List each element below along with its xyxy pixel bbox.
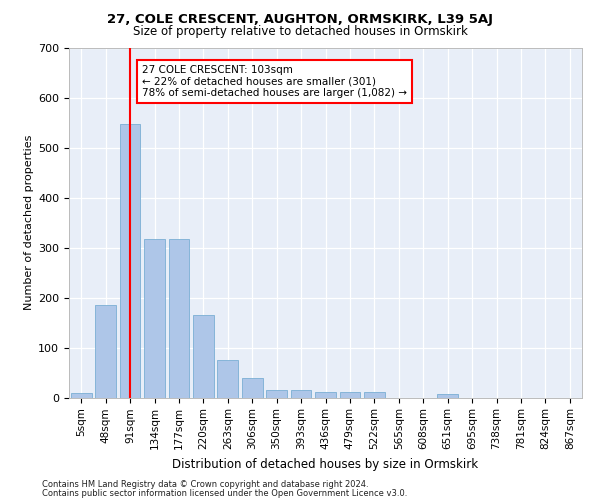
- Text: 27, COLE CRESCENT, AUGHTON, ORMSKIRK, L39 5AJ: 27, COLE CRESCENT, AUGHTON, ORMSKIRK, L3…: [107, 12, 493, 26]
- Bar: [119, 124, 140, 398]
- Bar: [144, 239, 165, 398]
- Bar: [95, 305, 116, 398]
- Text: Size of property relative to detached houses in Ormskirk: Size of property relative to detached ho…: [133, 25, 467, 38]
- Text: Contains HM Land Registry data © Crown copyright and database right 2024.: Contains HM Land Registry data © Crown c…: [42, 480, 368, 489]
- Bar: [266, 390, 287, 398]
- Bar: [71, 392, 92, 398]
- Bar: [340, 392, 361, 398]
- Bar: [437, 394, 458, 398]
- X-axis label: Distribution of detached houses by size in Ormskirk: Distribution of detached houses by size …: [172, 458, 479, 470]
- Text: 27 COLE CRESCENT: 103sqm
← 22% of detached houses are smaller (301)
78% of semi-: 27 COLE CRESCENT: 103sqm ← 22% of detach…: [142, 65, 407, 98]
- Bar: [315, 392, 336, 398]
- Bar: [364, 392, 385, 398]
- Bar: [242, 378, 263, 398]
- Bar: [193, 315, 214, 398]
- Bar: [169, 239, 190, 398]
- Bar: [290, 390, 311, 398]
- Text: Contains public sector information licensed under the Open Government Licence v3: Contains public sector information licen…: [42, 488, 407, 498]
- Y-axis label: Number of detached properties: Number of detached properties: [24, 135, 34, 310]
- Bar: [217, 360, 238, 398]
